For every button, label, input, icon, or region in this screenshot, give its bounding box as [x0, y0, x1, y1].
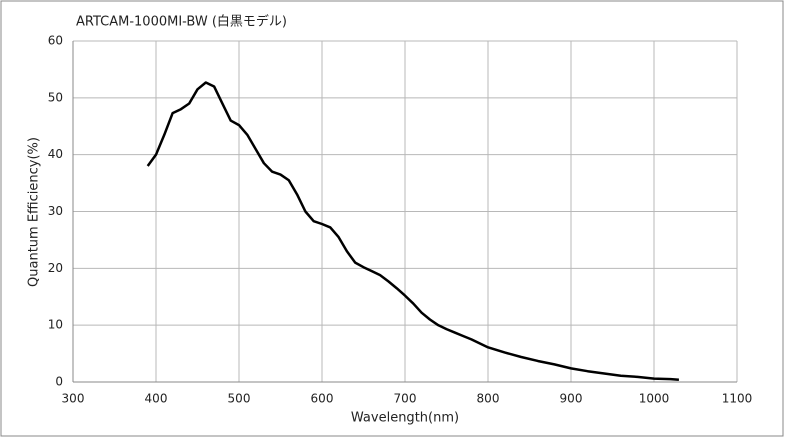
data-line [146, 81, 679, 381]
x-tick-label: 600 [311, 392, 334, 406]
y-tick-label: 30 [48, 204, 63, 218]
x-tick-label: 900 [560, 392, 583, 406]
x-tick-label: 500 [228, 392, 251, 406]
y-tick-label: 10 [48, 318, 63, 332]
y-tick-label: 0 [55, 375, 63, 389]
y-tick-label: 60 [48, 34, 63, 48]
x-tick-label: 800 [477, 392, 500, 406]
x-tick-label: 1100 [722, 392, 753, 406]
x-axis-label: Wavelength(nm) [351, 411, 459, 426]
x-tick-label: 400 [145, 392, 168, 406]
chart-title: ARTCAM-1000MI-BW (白黒モデル) [76, 14, 287, 30]
y-tick-label: 40 [48, 147, 63, 161]
x-tick-label: 300 [62, 392, 85, 406]
y-axis-label: Quantum Efficiency(%) [27, 137, 42, 287]
y-tick-label: 50 [48, 90, 63, 104]
y-tick-label: 20 [48, 261, 63, 275]
x-tick-label: 1000 [639, 392, 670, 406]
x-tick-label: 700 [394, 392, 417, 406]
